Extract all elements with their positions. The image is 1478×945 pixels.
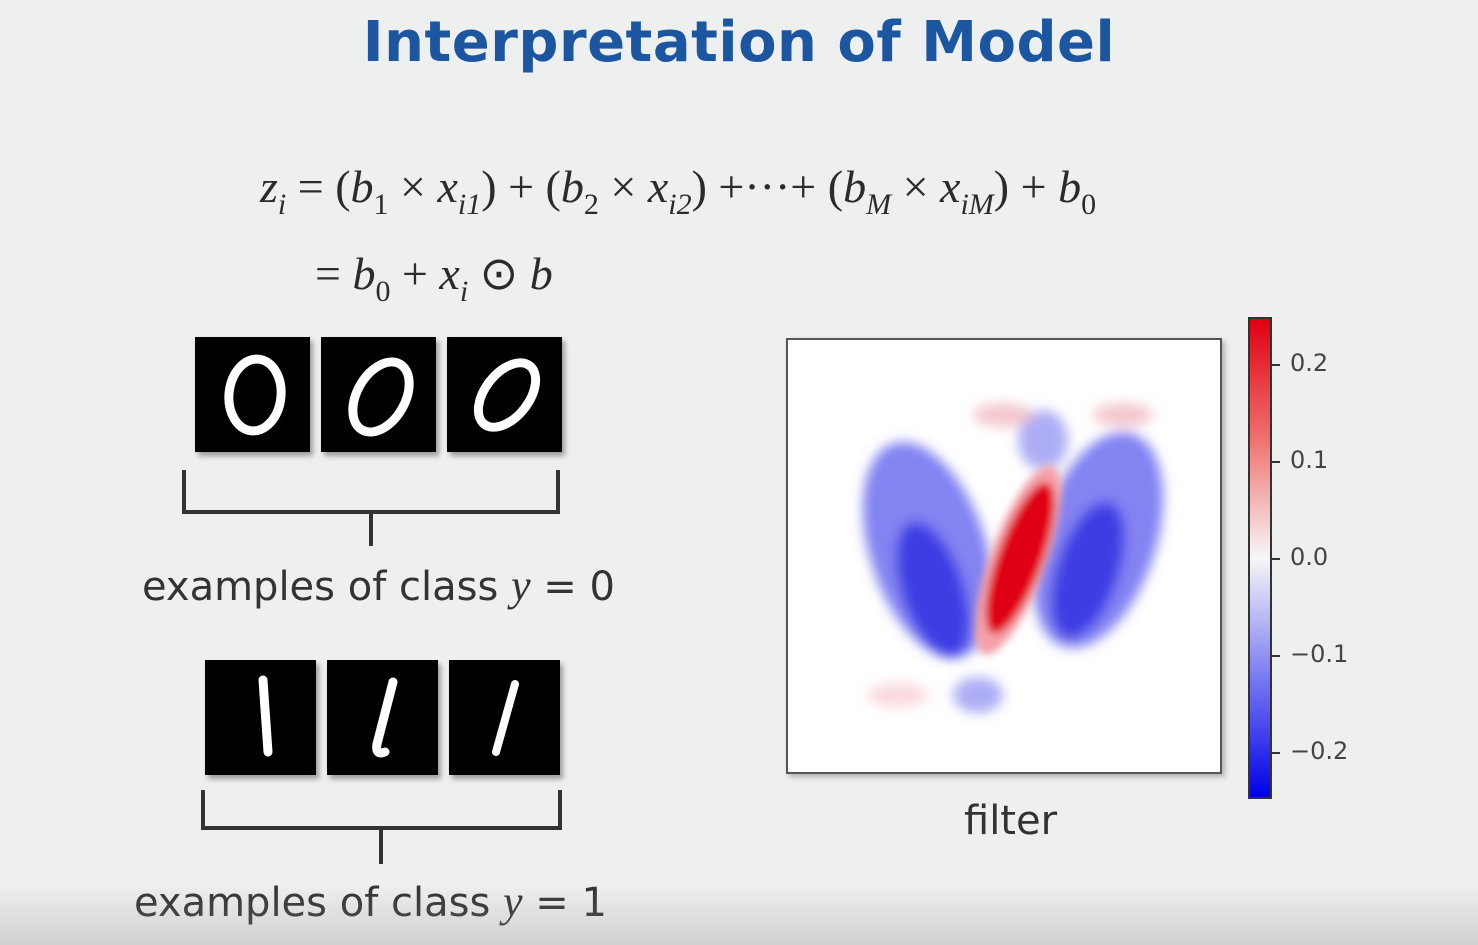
- digit-zero-image-1: [195, 337, 310, 452]
- eq2-equals: =: [315, 248, 341, 299]
- caption-one-var: y: [503, 877, 523, 926]
- caption-zero-var: y: [511, 561, 531, 610]
- colorbar-tick-3: [1272, 558, 1280, 560]
- filter-caption: filter: [964, 798, 1058, 844]
- eq-b1: b: [350, 161, 374, 212]
- colorbar-tick-2: [1272, 461, 1280, 463]
- eq-rparen-1: ): [481, 161, 497, 212]
- eq-z: z: [260, 161, 278, 212]
- equation-line-1: zi = (b1 × xi1) + (b2 × xi2) +···+ (bM ×…: [260, 160, 1096, 220]
- eq-rparen-2: ): [691, 161, 707, 212]
- eq2-x: x: [439, 248, 460, 299]
- eq-bM: b: [843, 161, 867, 212]
- eq-x1: x: [437, 161, 458, 212]
- eq-plus-2: +: [1020, 161, 1047, 212]
- eq-lparen-1: (: [335, 161, 351, 212]
- eq2-plus: +: [401, 248, 428, 299]
- eq-times-3: ×: [902, 161, 929, 212]
- filter-colorbar: [1248, 317, 1272, 799]
- eq-xM-sub: iM: [960, 188, 994, 221]
- eq-plus-1: +: [508, 161, 535, 212]
- eq-xM: x: [940, 161, 961, 212]
- eq-equals: =: [297, 161, 324, 212]
- eq-dots: +···+: [718, 161, 817, 212]
- eq-times-2: ×: [610, 161, 637, 212]
- eq-b1-sub: 1: [373, 188, 389, 221]
- eq2-x-sub: i: [459, 275, 469, 308]
- eq-b0-sub: 0: [1081, 188, 1097, 221]
- slide-title: Interpretation of Model: [362, 10, 1116, 75]
- colorbar-tick-5: [1272, 752, 1280, 754]
- colorbar-tick-1: [1272, 364, 1280, 366]
- eq-times-1: ×: [400, 161, 426, 212]
- filter-heatmap: [786, 338, 1222, 774]
- colorbar-label-4: −0.1: [1290, 640, 1349, 668]
- colorbar-label-3: 0.0: [1290, 543, 1329, 571]
- caption-one-prefix: examples of class: [134, 880, 491, 926]
- bracket-zeros: [182, 470, 560, 546]
- eq2-b0-sub: 0: [375, 275, 391, 308]
- class-zero-examples: [195, 337, 562, 452]
- eq-lparen-2: (: [545, 161, 561, 212]
- eq2-b0: b: [352, 248, 376, 299]
- digit-zero-image-2: [321, 337, 436, 452]
- caption-zero-prefix: examples of class: [142, 564, 499, 610]
- caption-class-zero: examples of class y = 0: [142, 560, 615, 611]
- colorbar-tick-4: [1272, 655, 1280, 657]
- eq-x2-sub: i2: [668, 188, 692, 221]
- eq-b2-sub: 2: [583, 188, 599, 221]
- caption-one-value: 1: [581, 880, 607, 926]
- colorbar-label-5: −0.2: [1290, 737, 1349, 765]
- eq2-b: b: [529, 248, 553, 299]
- caption-one-equals: =: [535, 880, 569, 926]
- eq-b0: b: [1058, 161, 1082, 212]
- digit-one-image-2: [327, 660, 438, 775]
- eq-lparen-3: (: [827, 161, 844, 212]
- caption-zero-equals: =: [543, 564, 577, 610]
- eq-bM-sub: M: [866, 188, 892, 221]
- class-one-examples: [205, 660, 560, 775]
- eq-x1-sub: i1: [457, 188, 482, 221]
- caption-zero-value: 0: [589, 564, 615, 610]
- eq-x2: x: [647, 161, 669, 212]
- bracket-ones: [201, 790, 562, 864]
- colorbar-label-1: 0.2: [1290, 349, 1329, 377]
- eq2-odot: ⊙: [479, 248, 519, 299]
- equation-line-2: = b0 + xi ⊙ b: [315, 246, 553, 307]
- eq-z-sub: i: [277, 188, 287, 221]
- digit-one-image-3: [449, 660, 560, 775]
- eq-b2: b: [560, 161, 584, 212]
- filter-heatmap-image: [862, 403, 1164, 713]
- caption-class-one: examples of class y = 1: [134, 876, 607, 927]
- digit-zero-image-3: [447, 337, 562, 452]
- colorbar-label-2: 0.1: [1290, 446, 1329, 474]
- digit-one-image-1: [205, 660, 316, 775]
- eq-rparen-3: ): [993, 161, 1010, 212]
